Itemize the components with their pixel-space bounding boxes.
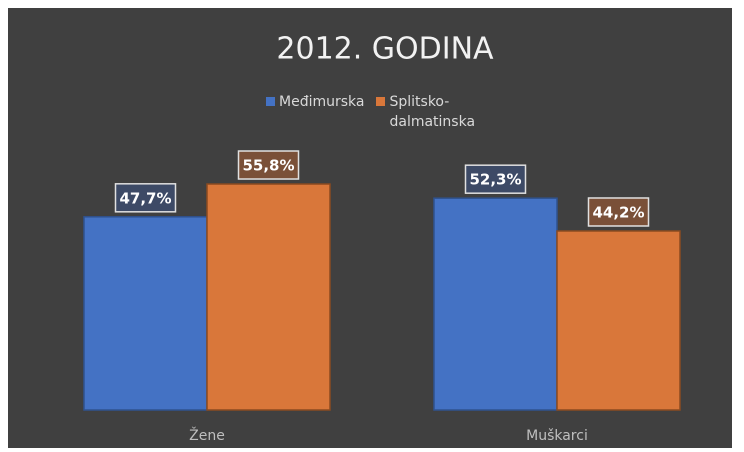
bar (83, 216, 208, 411)
x-tick-label: Muškarci (526, 428, 588, 444)
legend-item: Međimurska (266, 92, 364, 132)
bar (556, 230, 681, 411)
data-label: 55,8% (242, 157, 294, 175)
data-label: 44,2% (592, 203, 644, 221)
legend-item: Splitsko-dalmatinska (376, 92, 479, 132)
legend-label: Međimurska (279, 94, 365, 110)
legend-label: Splitsko-dalmatinska (389, 94, 476, 130)
bar (433, 197, 558, 411)
legend-swatch (266, 97, 275, 106)
data-label-box (114, 183, 177, 213)
legend-swatch (376, 97, 386, 106)
x-tick-label: Žene (189, 426, 225, 444)
bar (206, 183, 331, 411)
legend: Međimurska Splitsko-dalmatinska (266, 92, 479, 132)
data-label: 47,7% (119, 189, 171, 207)
chart-title: 2012. GODINA (276, 32, 494, 67)
data-label-box (464, 164, 527, 194)
data-label-box (237, 150, 300, 180)
data-label: 52,3% (469, 171, 521, 189)
data-label-box (587, 197, 650, 227)
